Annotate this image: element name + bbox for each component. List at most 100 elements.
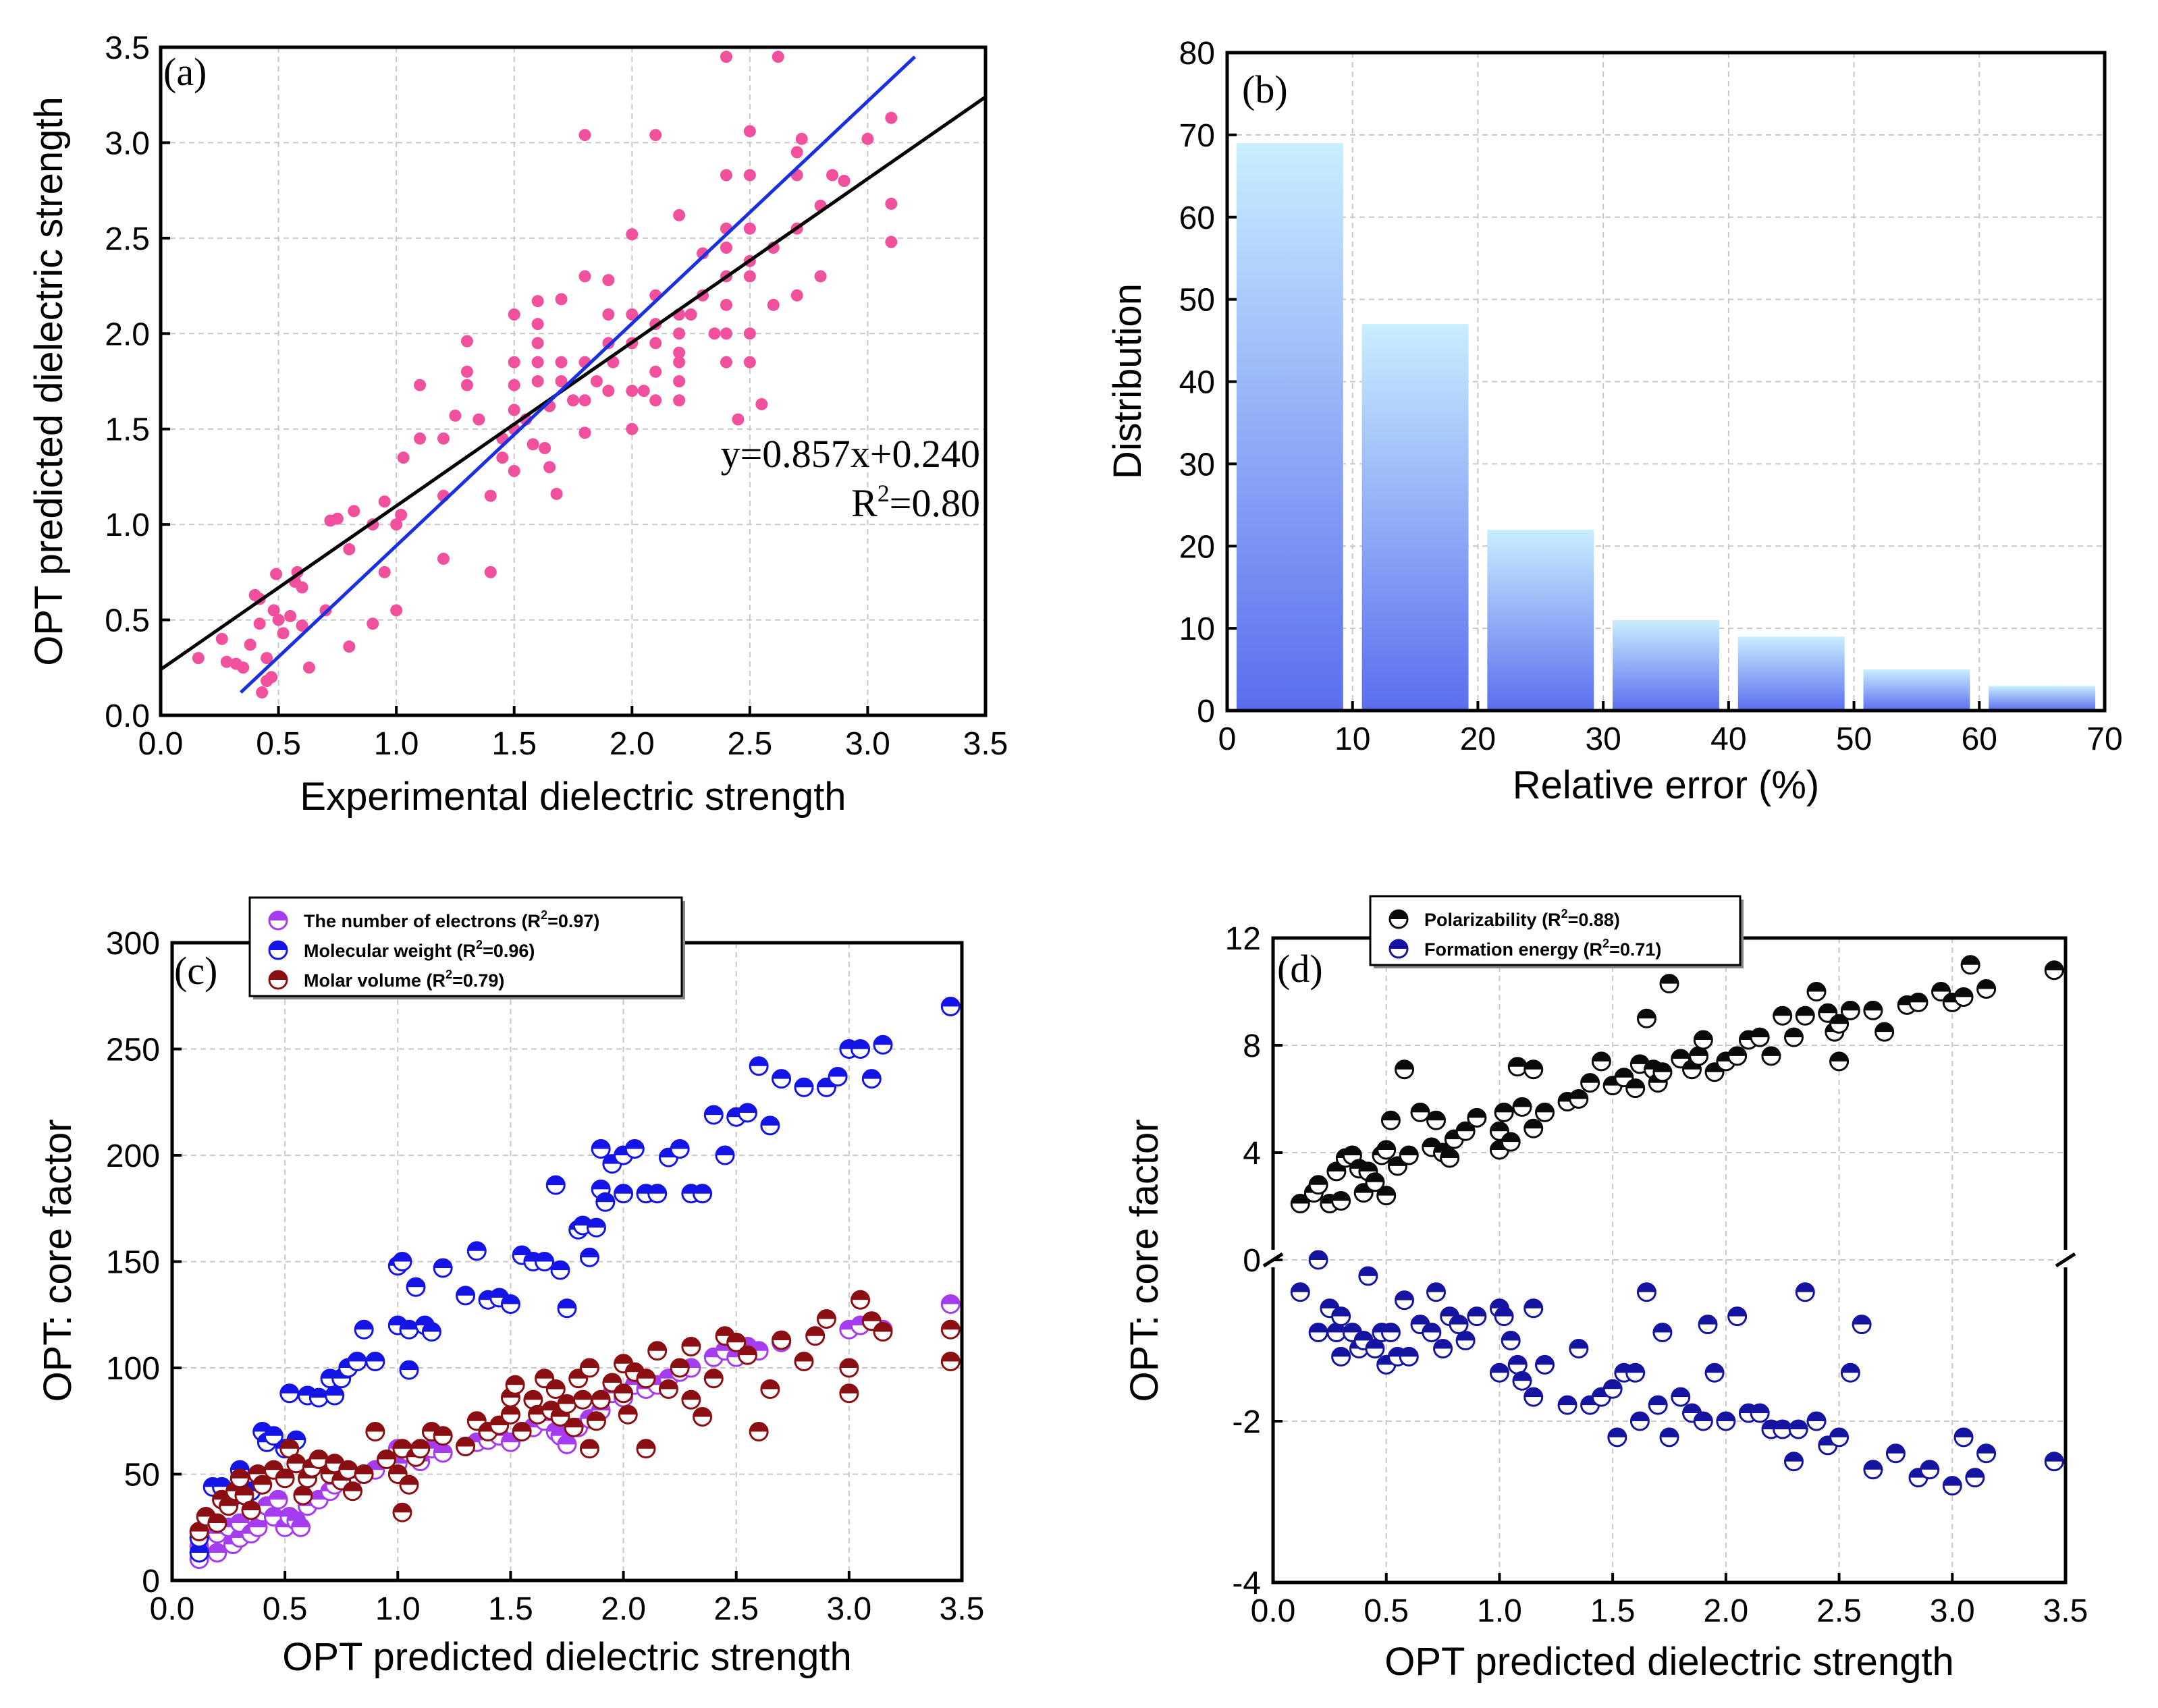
histogram-bar <box>1613 619 1719 711</box>
scatter-point <box>531 318 544 331</box>
scatter-point <box>390 518 403 531</box>
marker-fill <box>1509 1057 1527 1067</box>
marker-fill <box>772 1331 790 1341</box>
marker-fill <box>1377 1141 1395 1151</box>
scatter-point <box>508 356 520 368</box>
marker-fill <box>1830 1428 1848 1437</box>
y-axis-title: OPT: core factor <box>1123 1119 1166 1402</box>
scatter-point <box>460 379 473 391</box>
scatter-point <box>296 581 308 594</box>
scatter-point <box>720 298 732 311</box>
marker-fill <box>1536 1356 1554 1365</box>
marker-fill <box>637 1439 655 1449</box>
marker-fill <box>840 1359 858 1368</box>
scatter-point <box>456 1286 476 1306</box>
scatter-point <box>1410 1315 1430 1335</box>
marker-fill <box>265 1508 283 1517</box>
marker-fill <box>231 1469 249 1479</box>
chart-panel-c: 0.0 0.5 1.0 1.5 2.0 2.5 3.0 3.5 0 50 100 150 200 250 3… <box>36 896 984 1679</box>
scatter-point <box>1467 1107 1487 1128</box>
marker-fill <box>574 1216 592 1225</box>
scatter-point <box>1659 974 1679 994</box>
marker-fill <box>242 1502 260 1511</box>
scatter-point <box>275 1468 295 1489</box>
x-tick-label: 0.5 <box>263 1591 308 1627</box>
scatter-point <box>578 270 591 283</box>
regression-line <box>239 55 916 694</box>
legend-label: Molecular weight (R2=0.96) <box>304 938 535 961</box>
marker-fill <box>693 1184 711 1194</box>
marker-fill <box>942 1295 960 1304</box>
y-tick-label: 0 <box>1197 694 1215 729</box>
marker-fill <box>1653 1323 1671 1333</box>
marker-fill <box>942 997 960 1007</box>
marker-fill <box>1966 1468 1984 1478</box>
x-tick-label: 0.5 <box>1364 1593 1409 1629</box>
marker-fill <box>407 1278 425 1288</box>
scatter-point <box>267 604 280 617</box>
marker-fill <box>1796 1007 1814 1016</box>
marker-fill <box>1524 1060 1542 1070</box>
legend: Polarizability (R2=0.88)Formation energy… <box>1369 895 1744 968</box>
scatter-point <box>1591 1051 1611 1072</box>
scatter-point <box>590 375 603 387</box>
scatter-point <box>555 356 568 368</box>
chart-marks <box>189 997 961 1569</box>
y-tick-label: -4 <box>1232 1566 1261 1601</box>
scatter-point <box>550 487 563 500</box>
marker-fill <box>626 1140 644 1149</box>
plot-frame <box>159 45 988 717</box>
legend-r2-prefix: (R <box>1537 910 1561 930</box>
r-squared-annotation: R2=0.80 <box>851 480 980 525</box>
marker-fill <box>1932 983 1950 992</box>
scatter-point <box>760 1115 780 1136</box>
scatter-point <box>500 1294 520 1314</box>
scatter-point <box>433 1258 453 1278</box>
scatter-point <box>567 394 579 407</box>
scatter-point <box>795 132 808 145</box>
marker-fill <box>411 1439 429 1449</box>
scatter-point <box>531 337 544 350</box>
x-tick-label: 2.0 <box>610 726 655 762</box>
legend-r2-value: =0.79) <box>452 970 504 991</box>
marker-fill <box>795 1078 813 1088</box>
marker-fill <box>1626 1079 1644 1089</box>
legend-box <box>248 896 683 997</box>
scatter-point <box>1908 992 1928 1012</box>
scatter-point <box>743 356 756 368</box>
legend-r2-prefix: (R <box>421 970 446 991</box>
scatter-point <box>1308 1250 1328 1270</box>
scatter-point <box>1648 1395 1668 1415</box>
scatter-point <box>720 51 732 63</box>
legend-series-name: Formation energy <box>1424 939 1578 960</box>
x-axis-title: Relative error (%) <box>1513 763 1819 807</box>
scatter-point <box>1376 1186 1397 1206</box>
marker-fill <box>1853 1315 1871 1325</box>
marker-fill <box>2045 1452 2063 1462</box>
scatter-point <box>207 1513 227 1533</box>
scatter-point <box>1290 1282 1310 1302</box>
scatter-point <box>1652 1062 1673 1082</box>
scatter-point <box>378 495 391 508</box>
scatter-point <box>531 375 544 387</box>
marker-fill <box>1569 1340 1588 1349</box>
marker-fill <box>840 1384 858 1394</box>
x-tick-label: 3.0 <box>845 726 890 762</box>
scatter-point <box>572 1389 593 1410</box>
legend-item: Formation energy (R2=0.71) <box>1388 937 1661 960</box>
x-tick-label: 1.0 <box>375 1591 421 1627</box>
scatter-point <box>377 1449 397 1469</box>
scatter-point <box>1399 1346 1419 1367</box>
marker-fill <box>1569 1090 1588 1099</box>
scatter-point <box>772 1069 792 1089</box>
scatter-point <box>241 1500 261 1520</box>
scatter-point <box>602 337 615 350</box>
legend-series-name: Polarizability <box>1424 910 1537 930</box>
scatter-point <box>414 379 427 391</box>
scatter-point <box>1629 1411 1650 1431</box>
marker-fill <box>581 1439 599 1449</box>
marker-fill <box>1875 1023 1893 1032</box>
marker-fill <box>400 1321 418 1330</box>
y-tick-label: 40 <box>1179 365 1215 401</box>
x-tick-label: 1.0 <box>374 726 419 762</box>
